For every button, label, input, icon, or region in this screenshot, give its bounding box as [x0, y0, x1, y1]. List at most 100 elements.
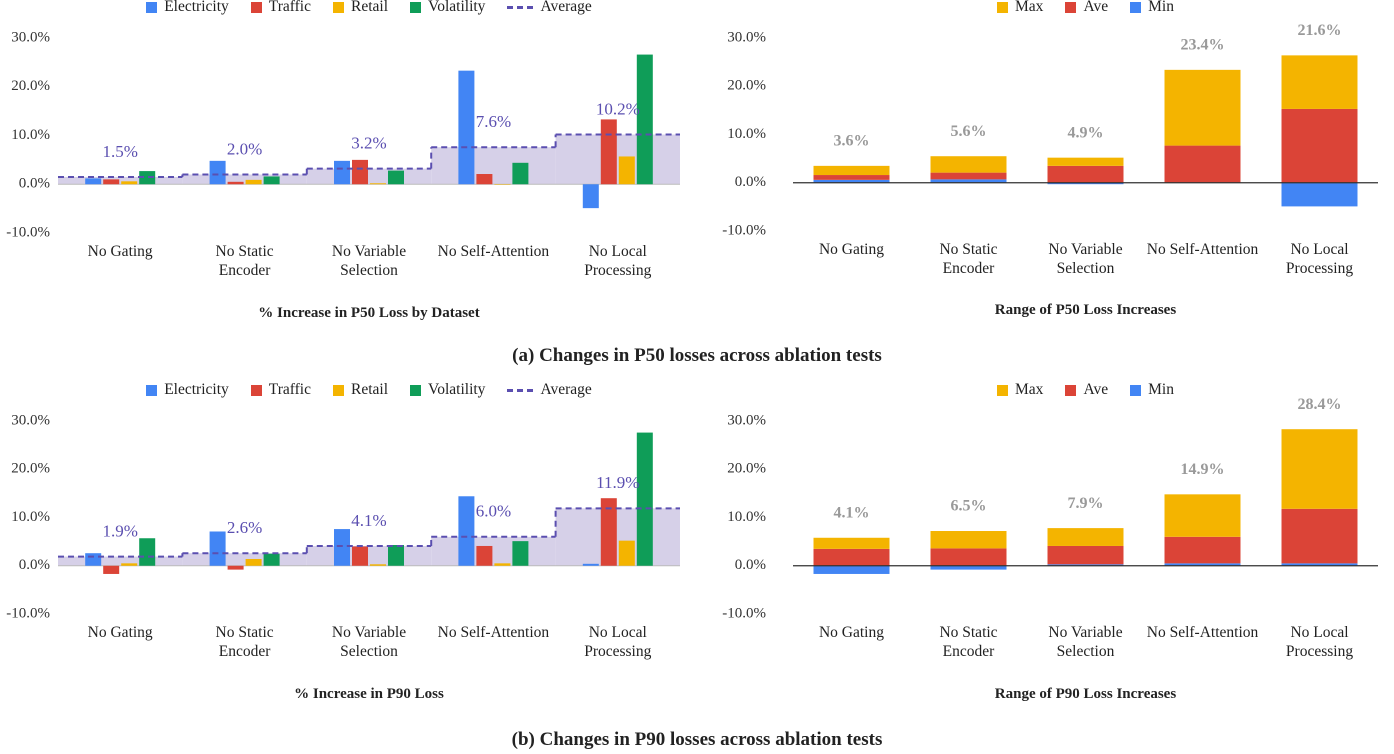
x-tick-label: No Static Encoder [215, 624, 274, 660]
legend-label: Volatility [428, 381, 486, 398]
total-label: 28.4% [1298, 396, 1342, 413]
data-label: 4.1% [351, 511, 386, 530]
legend-swatch [146, 384, 158, 396]
legend-swatch [1065, 1, 1077, 13]
x-tick-label: No Static Encoder [939, 624, 998, 660]
bar [600, 498, 617, 566]
legend-item: Average [507, 381, 592, 399]
legend-item: Volatility [410, 0, 485, 16]
bar [582, 563, 599, 566]
x-tick-label: No Static Encoder [939, 241, 998, 277]
bar [227, 181, 244, 185]
legend-item: Ave [1065, 381, 1108, 399]
legend-item: Traffic [250, 381, 311, 399]
average-area [58, 556, 183, 566]
total-label: 6.5% [951, 498, 987, 515]
chart-title: % Increase in P90 Loss [294, 686, 444, 702]
legend-label: Ave [1083, 0, 1109, 15]
bar-segment [1164, 69, 1241, 146]
y-tick-label: 30.0% [727, 29, 766, 45]
bar-segment [813, 548, 890, 566]
bar [227, 565, 244, 570]
total-label: 14.9% [1181, 461, 1225, 478]
bar-segment [930, 531, 1007, 549]
bar-segment [1047, 157, 1124, 166]
legend-item: Traffic [250, 0, 311, 16]
bar [103, 565, 120, 574]
bar [636, 432, 653, 566]
bar [85, 178, 102, 185]
bar [388, 170, 404, 185]
average-area [431, 536, 556, 566]
x-tick-label: No Gating [818, 241, 884, 258]
bar-segment [1164, 563, 1241, 566]
bar [600, 119, 617, 185]
y-tick-label: 30.0% [11, 29, 50, 45]
y-tick-label: 10.0% [11, 509, 50, 525]
legend-swatch [250, 384, 262, 396]
legend-swatch [1065, 384, 1077, 396]
total-label: 3.6% [834, 133, 870, 150]
legend-swatch [1130, 1, 1142, 13]
x-tick-label: No Self-Attention [437, 624, 550, 641]
bar [494, 563, 511, 566]
bar [370, 564, 386, 566]
legend-label: Traffic [268, 381, 311, 398]
bar-segment [813, 565, 890, 574]
x-tick-label: No Variable Selection [331, 624, 407, 660]
bar [370, 183, 386, 185]
y-tick-label: 0.0% [735, 174, 766, 190]
bar-segment [1047, 182, 1124, 185]
y-tick-label: 0.0% [735, 557, 766, 573]
bar-segment [1281, 182, 1358, 207]
bar-segment [1281, 55, 1358, 109]
y-tick-label: 30.0% [727, 412, 766, 428]
chart-title: Range of P90 Loss Increases [994, 686, 1177, 702]
bar [263, 176, 280, 185]
bar [582, 184, 599, 209]
x-tick-label: No Variable Selection [331, 243, 407, 279]
legend-swatch [410, 1, 422, 13]
bar [636, 54, 653, 185]
bar-segment [930, 156, 1007, 173]
bar-segment [813, 179, 890, 183]
data-label: 6.0% [476, 502, 511, 521]
total-label: 23.4% [1181, 37, 1225, 54]
legend-item: Electricity [146, 0, 229, 16]
x-tick-label: No Self-Attention [1146, 624, 1259, 641]
legend-swatch [332, 1, 344, 13]
y-tick-label: 0.0% [19, 557, 50, 573]
bar-segment [930, 179, 1007, 183]
x-tick-label: No Local Processing [584, 243, 652, 279]
total-label: 4.1% [834, 504, 870, 521]
y-tick-label: 10.0% [11, 127, 50, 143]
legend-label: Average [540, 0, 592, 15]
legend-swatch [1130, 384, 1142, 396]
bar-segment [930, 172, 1007, 180]
bar [121, 563, 138, 566]
bar [103, 179, 120, 185]
legend-item: Max [997, 0, 1043, 16]
legend-label: Average [540, 381, 592, 398]
x-tick-label: No Gating [87, 624, 153, 641]
bar [139, 171, 156, 185]
bar [458, 70, 475, 185]
bar-segment [1281, 508, 1358, 564]
bar-segment [1047, 528, 1124, 546]
y-tick-label: 20.0% [11, 461, 50, 477]
legend-label: Min [1148, 0, 1174, 15]
x-tick-label: No Variable Selection [1048, 624, 1123, 660]
legend-label: Max [1015, 0, 1044, 15]
y-tick-label: 20.0% [727, 461, 766, 477]
legend-item: Average [507, 0, 592, 16]
legend-label: Min [1148, 381, 1174, 398]
legend-swatch [997, 384, 1009, 396]
data-label: 2.0% [227, 139, 262, 158]
legend: Max Ave Min [736, 0, 1394, 16]
bar [494, 184, 511, 185]
legend-label: Volatility [428, 0, 486, 15]
legend: Electricity Traffic Retail Volatility Averag… [19, 381, 719, 399]
bar [476, 174, 493, 185]
bar-segment [1164, 145, 1241, 183]
average-area [58, 176, 183, 185]
